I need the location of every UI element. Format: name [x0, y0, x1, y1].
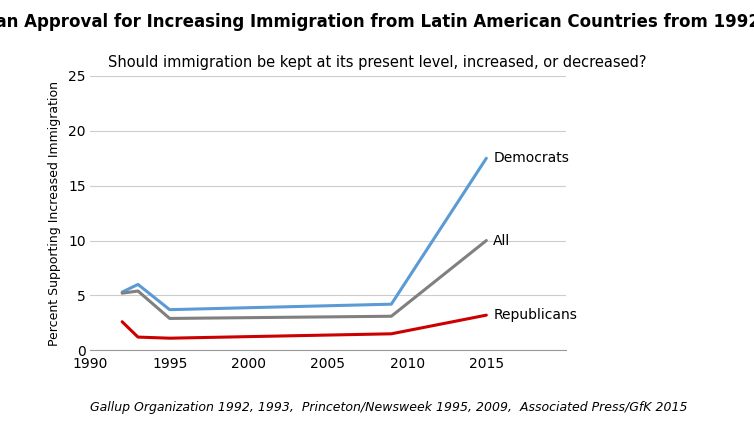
Text: Gallup Organization 1992, 1993,  Princeton/Newsweek 1995, 2009,  Associated Pres: Gallup Organization 1992, 1993, Princeto… [90, 400, 688, 414]
Text: Democrats: Democrats [493, 151, 569, 165]
Text: Partisan Approval for Increasing Immigration from Latin American Countries from : Partisan Approval for Increasing Immigra… [0, 13, 754, 31]
Text: Should immigration be kept at its present level, increased, or decreased?: Should immigration be kept at its presen… [108, 55, 646, 70]
Text: Republicans: Republicans [493, 308, 577, 322]
Y-axis label: Percent Supporting Increased Immigration: Percent Supporting Increased Immigration [48, 81, 61, 346]
Text: All: All [493, 233, 510, 248]
